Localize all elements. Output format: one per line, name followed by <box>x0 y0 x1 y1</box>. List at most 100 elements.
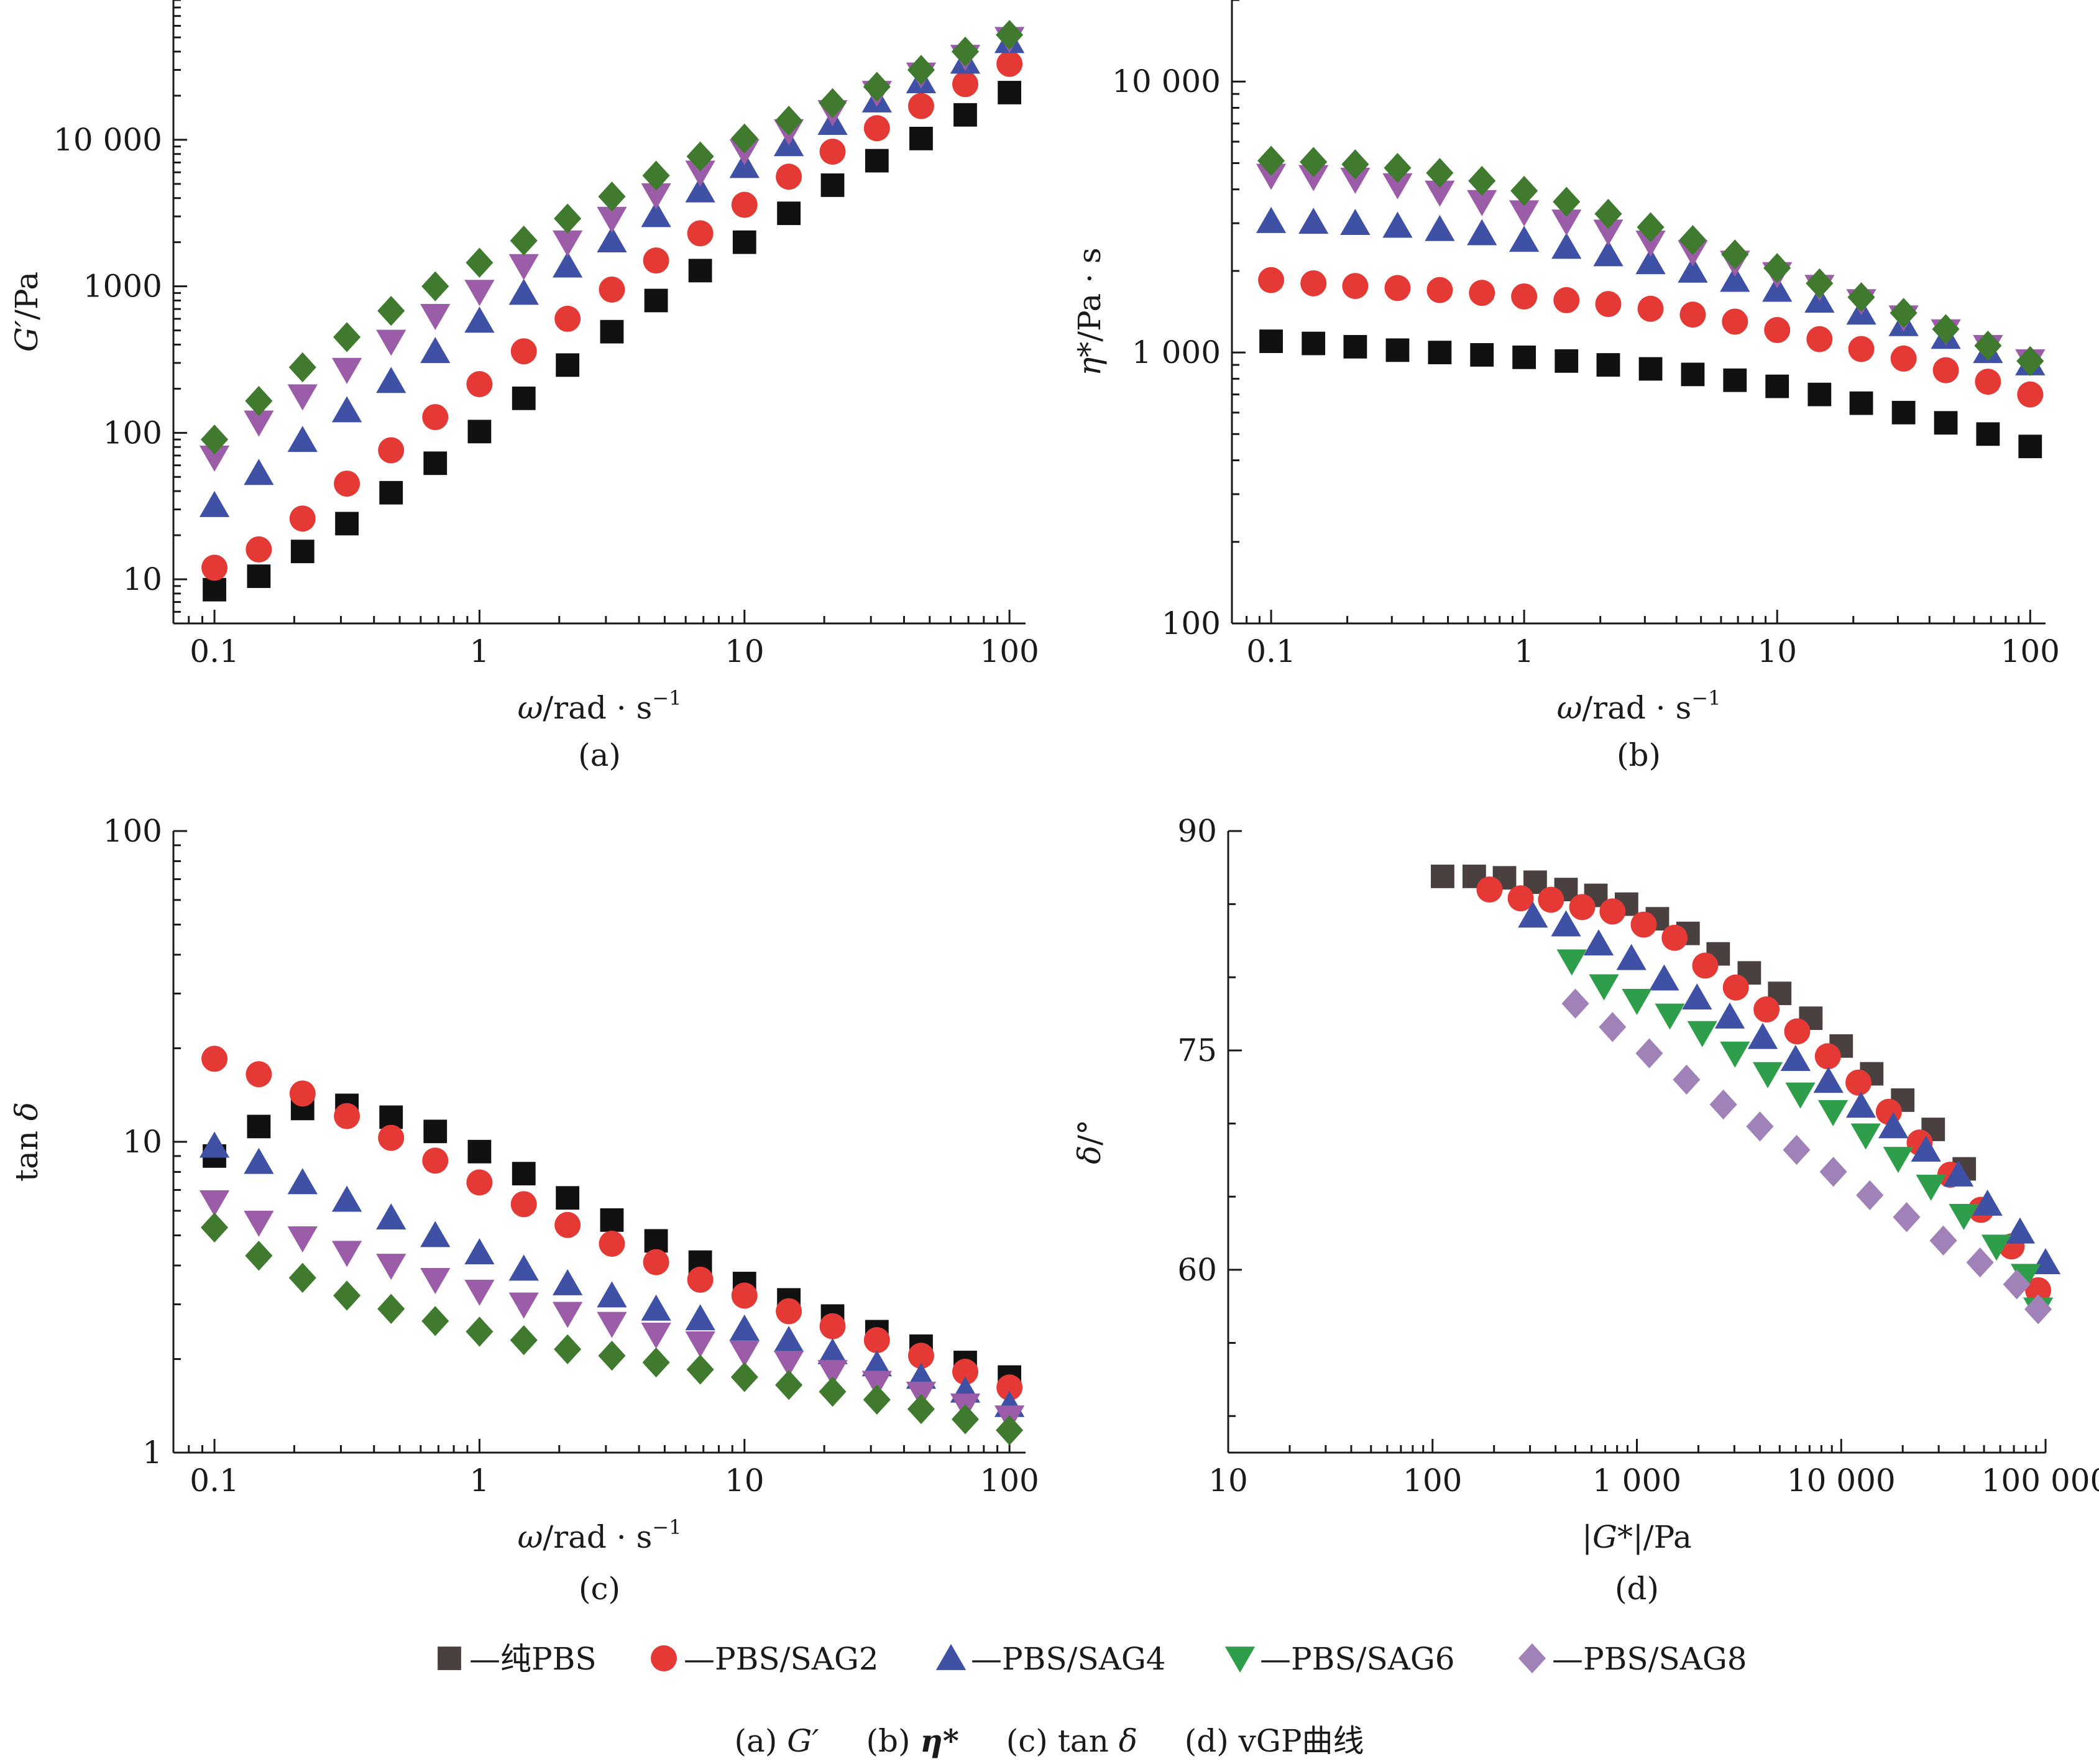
data-point <box>333 1280 361 1311</box>
data-point <box>1599 898 1626 925</box>
y-tick-label: 1 <box>142 1435 162 1471</box>
legend-item: —PBS/SAG4 <box>935 1641 1166 1677</box>
x-axis-title: ω/rad · s−1 <box>518 686 682 726</box>
x-tick-label: 100 000 <box>1982 1463 2099 1499</box>
data-point <box>288 352 316 383</box>
data-point <box>1622 989 1652 1016</box>
data-point <box>1678 256 1708 283</box>
data-point <box>598 181 626 212</box>
data-point <box>1878 1112 1909 1139</box>
data-point <box>466 247 494 278</box>
data-point <box>775 1370 803 1400</box>
data-point <box>290 540 315 564</box>
y-tick-label: 1000 <box>83 269 162 305</box>
data-point <box>1847 282 1875 313</box>
y-tick-label: 100 <box>103 813 162 849</box>
data-point <box>1974 330 2002 361</box>
y-tick-label: 1 000 <box>1132 334 1221 370</box>
data-point <box>819 88 847 119</box>
data-point <box>512 1162 536 1186</box>
data-point <box>643 247 669 274</box>
data-point <box>246 536 272 563</box>
data-point <box>466 1169 493 1196</box>
data-point <box>1509 226 1540 252</box>
figure-caption: (a) G′ (b) η* (c) tan δ (d) vGP曲线 <box>735 1722 1364 1759</box>
data-point <box>1721 239 1749 270</box>
data-point <box>376 367 406 393</box>
data-point <box>1911 1135 1941 1162</box>
data-point <box>287 426 318 452</box>
data-point <box>776 163 802 190</box>
data-point <box>1673 1064 1701 1095</box>
data-point <box>420 304 451 331</box>
data-point <box>1762 275 1793 302</box>
data-point <box>331 396 362 423</box>
data-point <box>2005 1217 2036 1244</box>
data-point <box>1476 876 1503 903</box>
data-point <box>2003 1269 2031 1300</box>
data-point <box>245 385 273 416</box>
data-point <box>1426 158 1454 188</box>
data-point <box>552 1269 583 1295</box>
data-point <box>1569 894 1596 921</box>
data-point <box>1819 1157 1847 1187</box>
data-point <box>1763 253 1791 283</box>
legend-label: —PBS/SAG2 <box>684 1641 879 1677</box>
y-axis-title: G′/Pa <box>9 272 45 352</box>
data-point <box>247 564 271 588</box>
data-point <box>1469 280 1495 306</box>
data-point <box>729 1340 760 1367</box>
y-tick-label: 90 <box>1177 813 1217 849</box>
data-point <box>379 480 403 505</box>
data-point <box>1298 208 1329 234</box>
data-point <box>1382 173 1413 200</box>
data-point <box>1679 225 1707 255</box>
data-point <box>420 337 451 364</box>
data-point <box>1747 1022 1778 1049</box>
data-point <box>1599 1012 1627 1042</box>
series-1 <box>1476 876 2052 1303</box>
data-point <box>1934 411 1958 435</box>
data-point <box>1893 1202 1921 1233</box>
data-point <box>600 319 624 344</box>
data-point <box>1467 219 1497 246</box>
series-4 <box>1257 145 2044 376</box>
legend-marker <box>651 1645 677 1671</box>
data-point <box>1300 147 1328 177</box>
data-point <box>1468 165 1496 196</box>
data-point <box>1850 1123 1881 1150</box>
chart-panel-d: 10 100 1 000 10 000 100 000 60 75 90 |G*|/Pa δ/° (… <box>1072 813 2099 1607</box>
data-point <box>554 305 581 332</box>
chart-panel-a: 0.1 1 10 100 10 100 1000 10 000 ω/rad · s−1 G′/Pa… <box>9 0 1039 773</box>
legend-label: —PBS/SAG8 <box>1552 1641 1747 1677</box>
data-point <box>508 1292 539 1319</box>
data-point <box>1593 240 1624 267</box>
data-point <box>1692 952 1719 979</box>
data-point <box>773 1351 804 1377</box>
data-point <box>1807 382 1832 407</box>
data-point <box>422 404 449 431</box>
data-point <box>377 295 405 326</box>
data-point <box>1753 996 1780 1023</box>
legend-marker <box>1224 1647 1256 1673</box>
data-point <box>1722 974 1749 1001</box>
data-point <box>464 280 495 306</box>
data-point <box>1637 212 1665 242</box>
data-point <box>1298 165 1329 191</box>
data-point <box>1932 314 1960 344</box>
data-point <box>819 138 846 165</box>
data-point <box>863 1327 890 1354</box>
data-point <box>1752 1062 1783 1088</box>
data-point <box>1300 270 1327 296</box>
data-point <box>1720 265 1750 292</box>
data-point <box>1883 1147 1914 1174</box>
x-tick-label: 10 <box>1757 633 1797 669</box>
data-point <box>376 1254 406 1280</box>
data-point <box>1780 1044 1811 1071</box>
data-point <box>1507 885 1534 912</box>
data-point <box>512 386 536 410</box>
data-point <box>552 1302 583 1328</box>
data-point <box>1972 1189 2003 1216</box>
data-point <box>597 206 627 233</box>
data-point <box>1470 343 1494 367</box>
